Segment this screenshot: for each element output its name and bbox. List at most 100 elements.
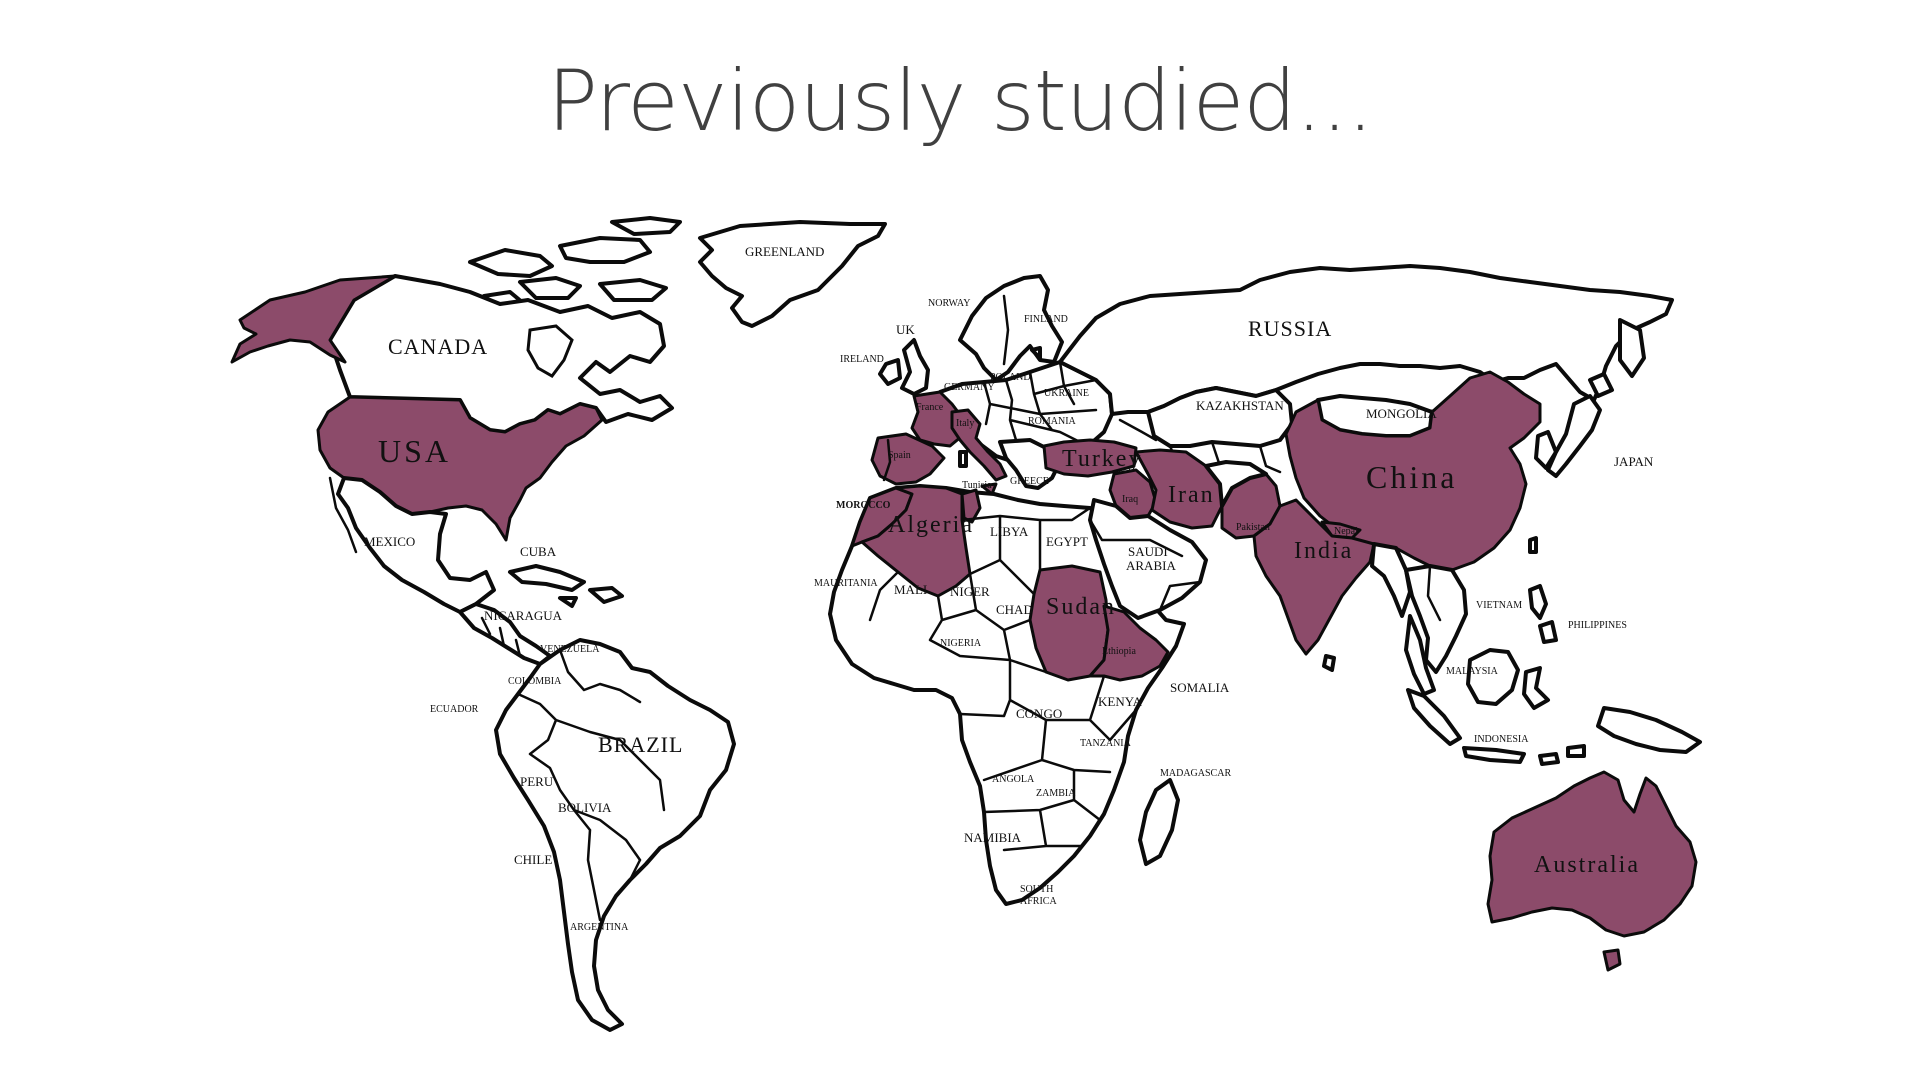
label-venezuela: VENEZUELA <box>540 644 600 655</box>
philippines-island <box>1538 620 1558 644</box>
label-iraq: Iraq <box>1122 494 1138 505</box>
caucasus <box>1118 418 1158 442</box>
label-nicaragua: NICARAGUA <box>484 608 563 623</box>
label-turkey: Turkey <box>1062 446 1142 472</box>
sudan <box>1028 564 1110 682</box>
label-india: India <box>1294 538 1353 564</box>
sri-lanka <box>1322 654 1336 672</box>
myanmar <box>1370 542 1412 618</box>
alaska <box>230 274 397 364</box>
baja <box>328 476 358 554</box>
sweden-border <box>1002 294 1010 366</box>
madagascar <box>1138 778 1180 866</box>
hokkaido <box>1588 372 1614 398</box>
label-morocco: MOROCCO <box>836 500 891 511</box>
mexico <box>336 476 496 614</box>
label-philippines: PHILIPPINES <box>1568 620 1627 631</box>
label-tanzania: TANZANIA <box>1080 738 1132 749</box>
sicily <box>980 482 998 496</box>
label-italy: Italy <box>956 418 974 429</box>
label-norway: NORWAY <box>928 298 970 309</box>
label-mali: MALI <box>894 582 927 597</box>
label-nigeria: NIGERIA <box>940 638 982 649</box>
label-chile: CHILE <box>514 852 552 867</box>
label-romania: ROMANIA <box>1028 416 1077 427</box>
portugal-border <box>882 438 892 482</box>
kamchatka <box>1618 318 1646 378</box>
label-germany: GERMANY <box>944 382 995 393</box>
label-usa: USA <box>378 433 451 469</box>
label-indonesia: INDONESIA <box>1474 734 1529 745</box>
small-island <box>1538 752 1560 766</box>
spain <box>870 432 946 486</box>
label-finland: FINLAND <box>1024 314 1068 325</box>
label-kazakhstan: KAZAKHSTAN <box>1196 398 1284 413</box>
africa-borders <box>868 506 1138 852</box>
arctic-island <box>518 276 582 300</box>
turkey <box>1042 438 1138 478</box>
label-egypt: EGYPT <box>1046 534 1088 549</box>
label-japan: JAPAN <box>1614 454 1654 469</box>
arctic-island <box>558 236 652 264</box>
greenland <box>698 220 887 328</box>
label-somalia: SOMALIA <box>1170 680 1230 695</box>
label-china: China <box>1366 459 1457 495</box>
label-russia: RUSSIA <box>1248 316 1332 341</box>
label-spain: Spain <box>888 450 911 461</box>
india <box>1252 498 1376 656</box>
label-tunisia: Tunisia <box>962 480 992 491</box>
label-malaysia: MALAYSIA <box>1446 666 1499 677</box>
asia <box>1042 264 1674 696</box>
italy <box>950 408 1008 482</box>
label-bolivia: BOLIVIA <box>558 800 612 815</box>
north-america <box>230 216 887 666</box>
tasmania <box>1602 948 1622 972</box>
label-namibia: NAMIBIA <box>964 830 1022 845</box>
label-argentina: ARGENTINA <box>570 922 629 933</box>
small-island <box>1566 744 1586 758</box>
philippines <box>1528 584 1548 620</box>
oceania <box>1486 770 1698 972</box>
tunisia <box>960 488 982 524</box>
label-sudan: Sudan <box>1046 594 1116 620</box>
sumatra <box>1406 688 1462 746</box>
indochina-borders <box>1426 564 1442 622</box>
label-south-africa-1: SOUTH <box>1020 884 1053 895</box>
japan <box>1546 394 1602 478</box>
java <box>1462 746 1526 764</box>
kazakhstan <box>1146 386 1294 448</box>
label-uk: UK <box>896 322 915 337</box>
hudson-bay <box>526 324 574 378</box>
arabia-borders <box>1088 518 1202 612</box>
africa <box>828 484 1186 906</box>
label-algeria: Algeria <box>888 512 974 538</box>
indochina <box>1404 564 1468 674</box>
label-kenya: KENYA <box>1098 694 1143 709</box>
arctic-island <box>598 278 668 302</box>
label-mauritania: MAURITANIA <box>814 578 878 589</box>
label-colombia: COLOMBIA <box>508 676 562 687</box>
label-france: France <box>916 402 944 413</box>
south-america-borders <box>516 648 666 922</box>
label-pakistan: Pakistan <box>1236 522 1270 533</box>
label-ireland: IRELAND <box>840 354 884 365</box>
label-vietnam: VIETNAM <box>1476 600 1522 611</box>
label-brazil: BRAZIL <box>598 732 683 757</box>
central-america-borders <box>480 616 522 658</box>
label-greece: GREECE <box>1010 476 1049 487</box>
hispaniola <box>588 586 624 604</box>
label-ethiopia: Ethiopia <box>1102 646 1136 657</box>
australia <box>1486 770 1698 938</box>
label-ecuador: ECUADOR <box>430 704 479 715</box>
cuba <box>508 564 586 592</box>
label-australia: Australia <box>1534 852 1640 878</box>
east-asia-islands <box>1406 372 1702 766</box>
europe <box>870 274 1114 496</box>
russia <box>1058 264 1674 416</box>
south-america <box>494 638 736 1032</box>
label-niger: NIGER <box>950 584 990 599</box>
arabia <box>1088 498 1208 620</box>
borneo <box>1466 648 1520 706</box>
label-peru: PERU <box>520 774 554 789</box>
